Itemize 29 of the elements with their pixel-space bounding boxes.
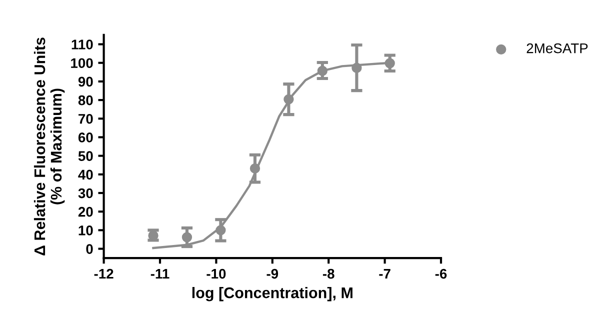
- y-tick-label: 50: [78, 151, 93, 161]
- y-tick-label: 20: [78, 206, 93, 217]
- y-tick-label: 80: [78, 95, 93, 106]
- x-tick-label: -11: [150, 269, 170, 279]
- point: [250, 163, 260, 174]
- y-tick-label: 90: [78, 76, 93, 87]
- point: [317, 66, 328, 76]
- x-tick-label: -12: [94, 268, 114, 279]
- y-tick-label: 40: [78, 170, 93, 180]
- point: [182, 232, 192, 242]
- y-tick-label: 30: [78, 188, 93, 198]
- x-axis-title: log [Concentration], M: [192, 286, 352, 302]
- x-tick-label: -8: [322, 268, 334, 279]
- x-tick-label: -9: [266, 268, 278, 279]
- point: [284, 94, 294, 104]
- y-axis-title: Δ Relative Fluorescence Units (% of Maximum): [34, 38, 65, 256]
- y-tick-label: 100: [71, 58, 93, 68]
- y-tick-label: 10: [78, 226, 93, 236]
- y-tick-label: 60: [78, 132, 93, 142]
- y-tick-label: 0: [86, 244, 93, 254]
- x-tick-label: -6: [435, 268, 447, 279]
- x-tick-label: -10: [206, 268, 226, 279]
- point: [216, 225, 226, 236]
- legend-label: 2MeSATP: [526, 43, 588, 54]
- point: [352, 62, 362, 73]
- y-tick-label: 110: [72, 40, 93, 50]
- x-tick-label: -7: [379, 269, 390, 279]
- point: [384, 58, 395, 68]
- y-tick-label: 70: [78, 114, 93, 124]
